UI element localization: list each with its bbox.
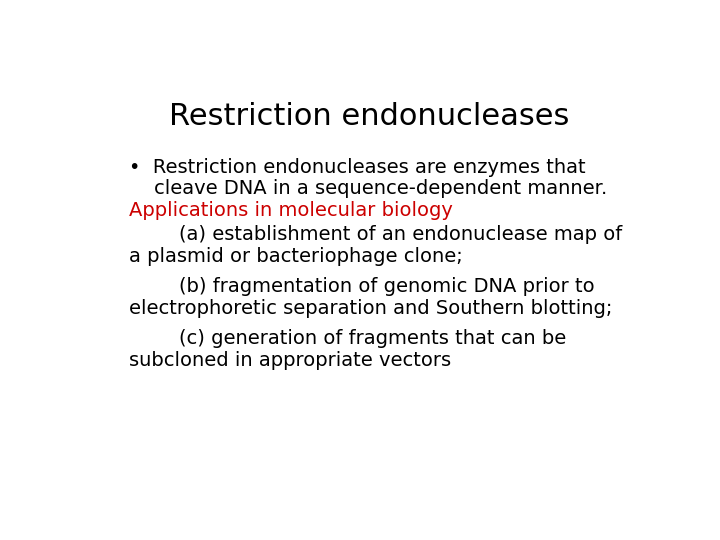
- Text: cleave DNA in a sequence-dependent manner.: cleave DNA in a sequence-dependent manne…: [129, 179, 607, 198]
- Text: (a) establishment of an endonuclease map of
a plasmid or bacteriophage clone;: (a) establishment of an endonuclease map…: [129, 225, 622, 266]
- Text: (c) generation of fragments that can be
subcloned in appropriate vectors: (c) generation of fragments that can be …: [129, 329, 567, 370]
- Text: (b) fragmentation of genomic DNA prior to
electrophoretic separation and Souther: (b) fragmentation of genomic DNA prior t…: [129, 277, 613, 318]
- Text: Applications in molecular biology: Applications in molecular biology: [129, 201, 453, 220]
- Text: Restriction endonucleases: Restriction endonucleases: [168, 102, 570, 131]
- Text: •  Restriction endonucleases are enzymes that: • Restriction endonucleases are enzymes …: [129, 158, 585, 177]
